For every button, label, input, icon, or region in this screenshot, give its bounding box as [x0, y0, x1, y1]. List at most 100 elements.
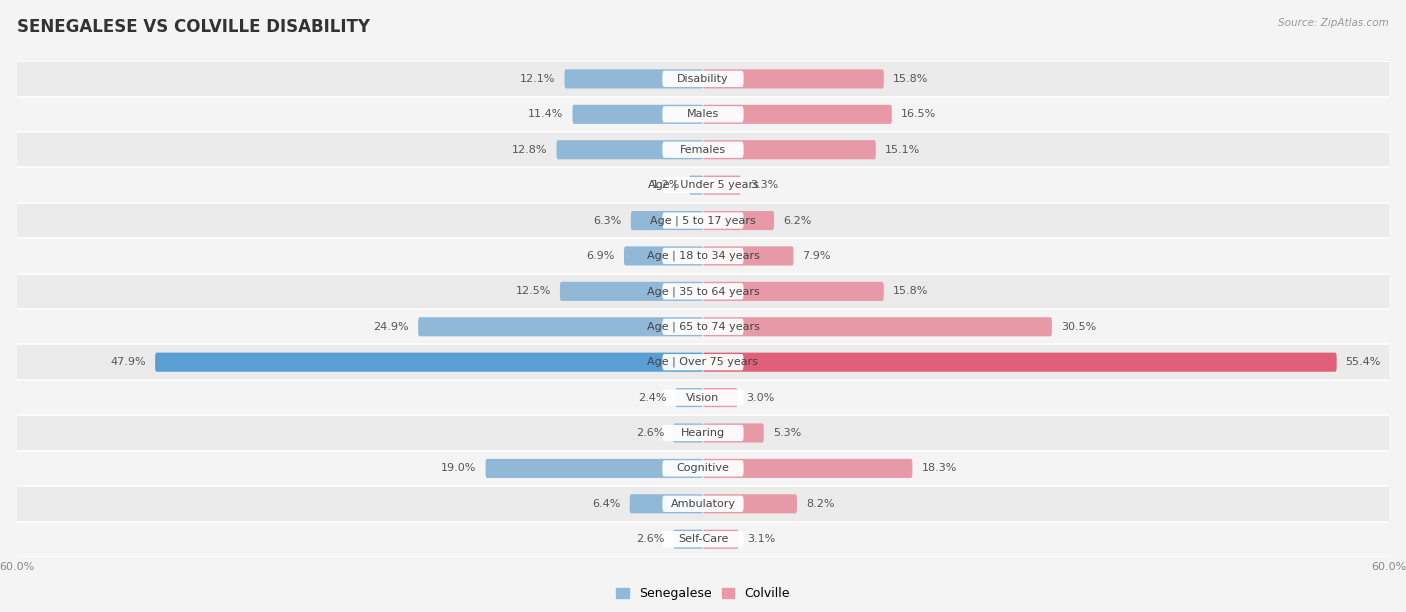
- Text: 55.4%: 55.4%: [1346, 357, 1381, 367]
- Text: Males: Males: [688, 110, 718, 119]
- FancyBboxPatch shape: [673, 529, 703, 549]
- Legend: Senegalese, Colville: Senegalese, Colville: [616, 588, 790, 600]
- Text: 47.9%: 47.9%: [111, 357, 146, 367]
- FancyBboxPatch shape: [662, 460, 744, 477]
- FancyBboxPatch shape: [557, 140, 703, 159]
- FancyBboxPatch shape: [703, 317, 1052, 337]
- FancyBboxPatch shape: [662, 283, 744, 299]
- FancyBboxPatch shape: [17, 486, 1389, 521]
- FancyBboxPatch shape: [155, 353, 703, 371]
- FancyBboxPatch shape: [17, 203, 1389, 238]
- Text: 2.6%: 2.6%: [636, 534, 664, 544]
- FancyBboxPatch shape: [630, 494, 703, 513]
- FancyBboxPatch shape: [572, 105, 703, 124]
- Text: 3.1%: 3.1%: [748, 534, 776, 544]
- FancyBboxPatch shape: [662, 389, 744, 406]
- FancyBboxPatch shape: [703, 211, 775, 230]
- Text: 12.5%: 12.5%: [516, 286, 551, 296]
- FancyBboxPatch shape: [485, 459, 703, 478]
- Text: Vision: Vision: [686, 392, 720, 403]
- FancyBboxPatch shape: [689, 176, 703, 195]
- Text: 1.2%: 1.2%: [652, 180, 681, 190]
- FancyBboxPatch shape: [560, 282, 703, 301]
- FancyBboxPatch shape: [17, 132, 1389, 168]
- Text: Age | Under 5 years: Age | Under 5 years: [648, 180, 758, 190]
- Text: 24.9%: 24.9%: [374, 322, 409, 332]
- Text: 3.3%: 3.3%: [749, 180, 778, 190]
- Text: 6.4%: 6.4%: [592, 499, 620, 509]
- FancyBboxPatch shape: [17, 274, 1389, 309]
- FancyBboxPatch shape: [662, 425, 744, 441]
- FancyBboxPatch shape: [17, 416, 1389, 450]
- Text: 11.4%: 11.4%: [529, 110, 564, 119]
- FancyBboxPatch shape: [17, 450, 1389, 486]
- Text: 7.9%: 7.9%: [803, 251, 831, 261]
- Text: Age | 18 to 34 years: Age | 18 to 34 years: [647, 251, 759, 261]
- FancyBboxPatch shape: [662, 177, 744, 193]
- FancyBboxPatch shape: [673, 424, 703, 442]
- Text: 15.8%: 15.8%: [893, 74, 928, 84]
- FancyBboxPatch shape: [703, 424, 763, 442]
- Text: 19.0%: 19.0%: [441, 463, 477, 474]
- FancyBboxPatch shape: [17, 345, 1389, 380]
- FancyBboxPatch shape: [17, 380, 1389, 416]
- FancyBboxPatch shape: [703, 494, 797, 513]
- Text: 12.8%: 12.8%: [512, 144, 547, 155]
- Text: Females: Females: [681, 144, 725, 155]
- FancyBboxPatch shape: [662, 354, 744, 370]
- Text: Age | 35 to 64 years: Age | 35 to 64 years: [647, 286, 759, 297]
- FancyBboxPatch shape: [631, 211, 703, 230]
- FancyBboxPatch shape: [703, 105, 891, 124]
- FancyBboxPatch shape: [703, 388, 737, 407]
- Text: Age | 65 to 74 years: Age | 65 to 74 years: [647, 321, 759, 332]
- FancyBboxPatch shape: [675, 388, 703, 407]
- FancyBboxPatch shape: [662, 106, 744, 122]
- FancyBboxPatch shape: [565, 69, 703, 89]
- FancyBboxPatch shape: [418, 317, 703, 337]
- FancyBboxPatch shape: [703, 140, 876, 159]
- FancyBboxPatch shape: [662, 248, 744, 264]
- Text: Hearing: Hearing: [681, 428, 725, 438]
- Text: 6.2%: 6.2%: [783, 215, 811, 226]
- Text: Cognitive: Cognitive: [676, 463, 730, 474]
- FancyBboxPatch shape: [703, 282, 884, 301]
- Text: 3.0%: 3.0%: [747, 392, 775, 403]
- Text: Age | Over 75 years: Age | Over 75 years: [648, 357, 758, 367]
- Text: Disability: Disability: [678, 74, 728, 84]
- Text: 2.4%: 2.4%: [638, 392, 666, 403]
- Text: SENEGALESE VS COLVILLE DISABILITY: SENEGALESE VS COLVILLE DISABILITY: [17, 18, 370, 36]
- Text: 5.3%: 5.3%: [773, 428, 801, 438]
- FancyBboxPatch shape: [703, 176, 741, 195]
- Text: 6.3%: 6.3%: [593, 215, 621, 226]
- FancyBboxPatch shape: [703, 353, 1337, 371]
- FancyBboxPatch shape: [662, 141, 744, 158]
- FancyBboxPatch shape: [17, 309, 1389, 345]
- Text: 12.1%: 12.1%: [520, 74, 555, 84]
- FancyBboxPatch shape: [662, 496, 744, 512]
- FancyBboxPatch shape: [662, 319, 744, 335]
- Text: Ambulatory: Ambulatory: [671, 499, 735, 509]
- Text: Age | 5 to 17 years: Age | 5 to 17 years: [650, 215, 756, 226]
- FancyBboxPatch shape: [624, 247, 703, 266]
- FancyBboxPatch shape: [17, 61, 1389, 97]
- Text: 15.1%: 15.1%: [884, 144, 920, 155]
- Text: 16.5%: 16.5%: [901, 110, 936, 119]
- FancyBboxPatch shape: [662, 212, 744, 229]
- Text: 18.3%: 18.3%: [921, 463, 957, 474]
- Text: 2.6%: 2.6%: [636, 428, 664, 438]
- FancyBboxPatch shape: [17, 521, 1389, 557]
- Text: 6.9%: 6.9%: [586, 251, 614, 261]
- Text: Source: ZipAtlas.com: Source: ZipAtlas.com: [1278, 18, 1389, 28]
- FancyBboxPatch shape: [703, 529, 738, 549]
- FancyBboxPatch shape: [17, 97, 1389, 132]
- FancyBboxPatch shape: [703, 459, 912, 478]
- FancyBboxPatch shape: [703, 247, 793, 266]
- FancyBboxPatch shape: [17, 238, 1389, 274]
- Text: 30.5%: 30.5%: [1062, 322, 1097, 332]
- FancyBboxPatch shape: [662, 71, 744, 87]
- FancyBboxPatch shape: [703, 69, 884, 89]
- Text: 15.8%: 15.8%: [893, 286, 928, 296]
- FancyBboxPatch shape: [17, 168, 1389, 203]
- Text: 8.2%: 8.2%: [806, 499, 834, 509]
- FancyBboxPatch shape: [662, 531, 744, 547]
